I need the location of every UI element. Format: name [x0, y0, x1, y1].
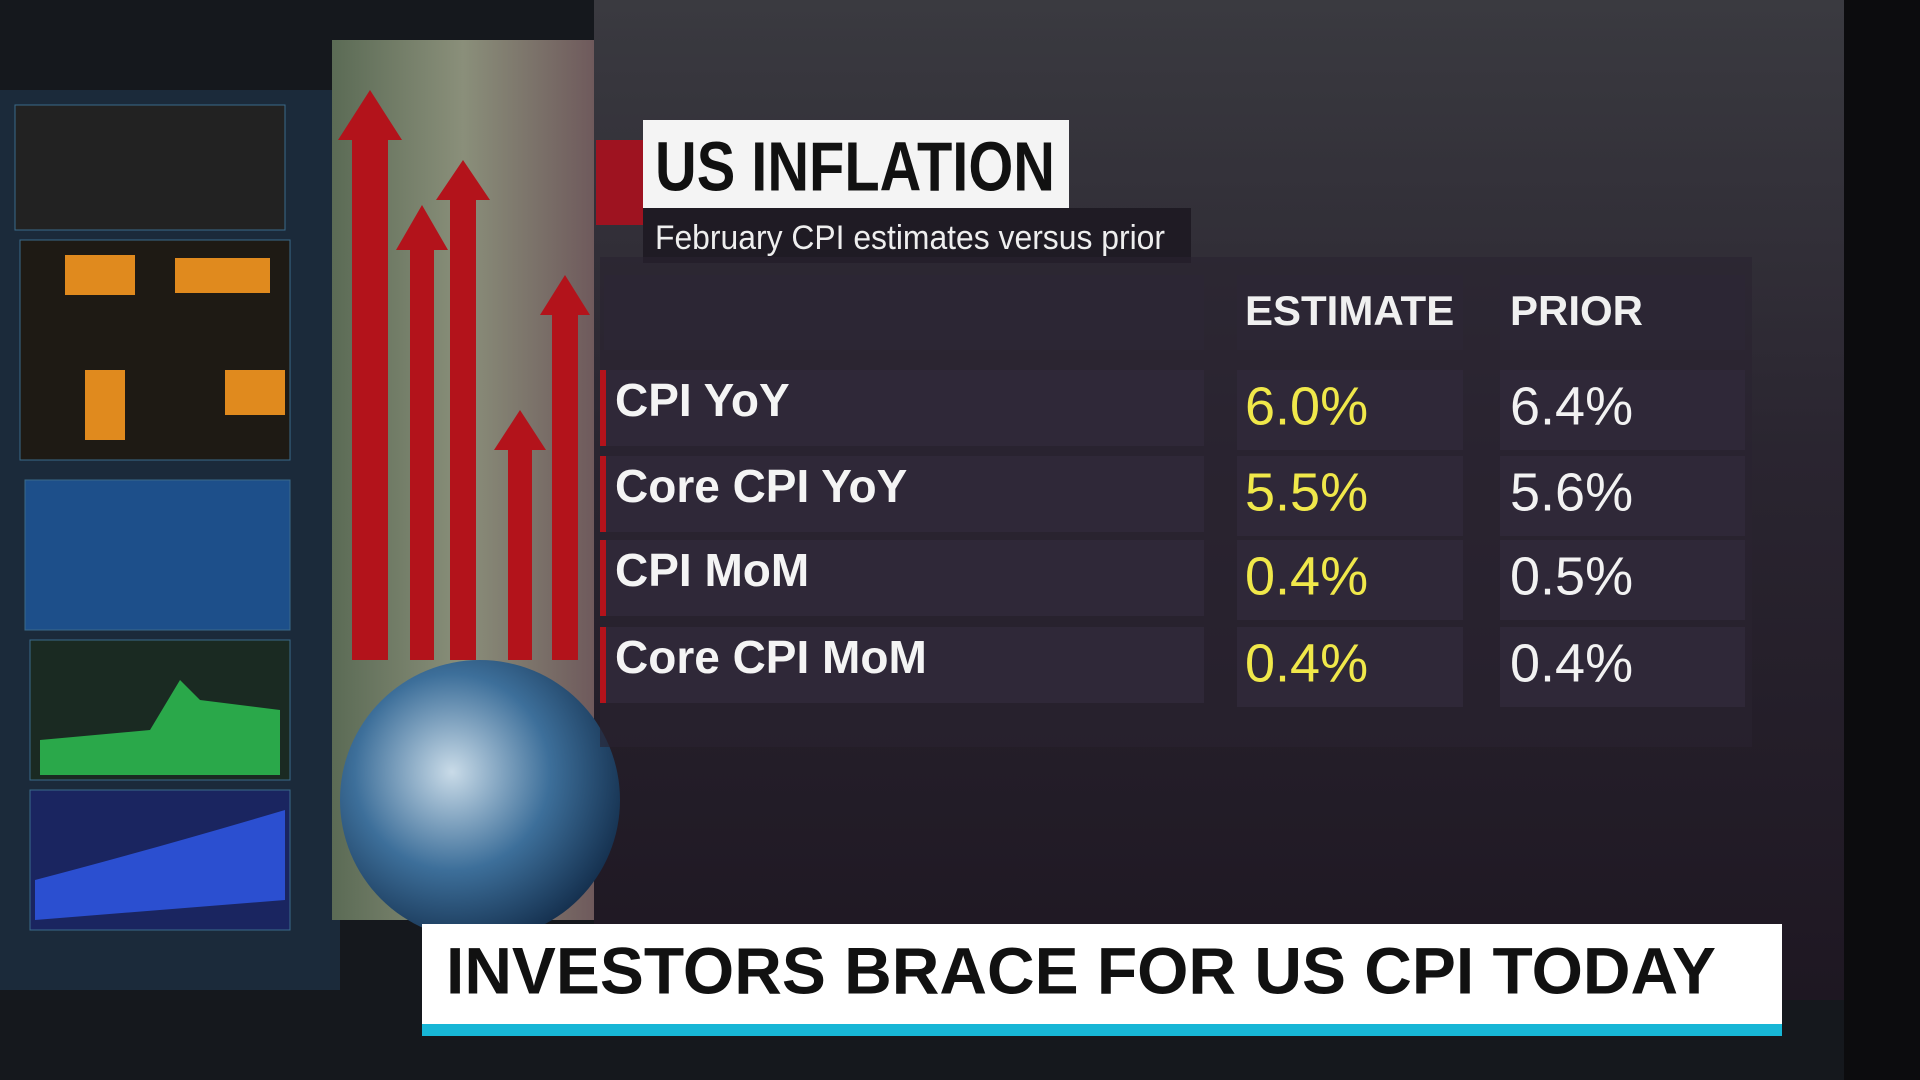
header-cell — [1500, 275, 1745, 350]
arrow — [338, 90, 402, 660]
value-cell — [1237, 540, 1463, 620]
row-cell — [604, 370, 1204, 446]
value-cell — [1500, 456, 1745, 536]
monitor — [14, 104, 286, 231]
globe — [340, 660, 620, 940]
estimate-value: 6.0% — [1245, 376, 1368, 436]
row-cell — [604, 540, 1204, 616]
value-cell — [1500, 540, 1745, 620]
arrow — [494, 410, 546, 660]
value-cell — [1237, 370, 1463, 450]
banner-headline: INVESTORS BRACE FOR US CPI TODAY — [446, 933, 1716, 1007]
monitor-wall — [0, 90, 340, 990]
banner — [422, 924, 1782, 1024]
row-label: CPI MoM — [615, 544, 809, 596]
title: US INFLATION — [655, 127, 1055, 205]
arrow — [436, 160, 490, 660]
row-accent — [600, 370, 606, 446]
row-accent — [600, 540, 606, 616]
monitor — [24, 479, 291, 631]
monitor-data — [225, 370, 285, 415]
prior-value: 0.5% — [1510, 546, 1633, 606]
table: ESTIMATE PRIOR CPI YoY 6.0% 6.4% Core CPI YoY… — [600, 275, 1745, 707]
prior-value: 5.6% — [1510, 462, 1633, 522]
row-label: Core CPI MoM — [615, 631, 927, 683]
row-cell — [604, 627, 1204, 703]
title-box — [643, 120, 1069, 218]
header-row-cell — [604, 275, 1204, 350]
value-cell — [1237, 627, 1463, 707]
monitor-data — [85, 370, 125, 440]
row-accent — [600, 627, 606, 703]
value-cell — [1500, 370, 1745, 450]
header-cell — [1237, 275, 1463, 350]
estimate-value: 5.5% — [1245, 462, 1368, 522]
row-label: CPI YoY — [615, 374, 790, 426]
prior-value: 6.4% — [1510, 376, 1633, 436]
column-header: ESTIMATE — [1245, 287, 1454, 334]
value-cell — [1500, 627, 1745, 707]
value-cell — [1237, 456, 1463, 536]
estimate-value: 0.4% — [1245, 546, 1368, 606]
arrow — [396, 205, 448, 660]
banner-stripe — [422, 1024, 1782, 1036]
right-edge — [1844, 0, 1920, 1080]
row-accent — [600, 456, 606, 532]
estimate-value: 0.4% — [1245, 633, 1368, 693]
monitor-data — [175, 258, 270, 293]
monitor-chart — [35, 810, 285, 920]
graphic-strip — [332, 40, 620, 940]
row-cell — [604, 456, 1204, 532]
column-header: PRIOR — [1510, 287, 1643, 334]
monitor-chart — [40, 680, 280, 775]
monitor-data — [65, 255, 135, 295]
subtitle: February CPI estimates versus prior — [655, 219, 1165, 257]
row-label: Core CPI YoY — [615, 460, 907, 512]
title-accent — [596, 140, 646, 225]
subtitle-band — [643, 208, 1191, 263]
arrow — [540, 275, 590, 660]
prior-value: 0.4% — [1510, 633, 1633, 693]
